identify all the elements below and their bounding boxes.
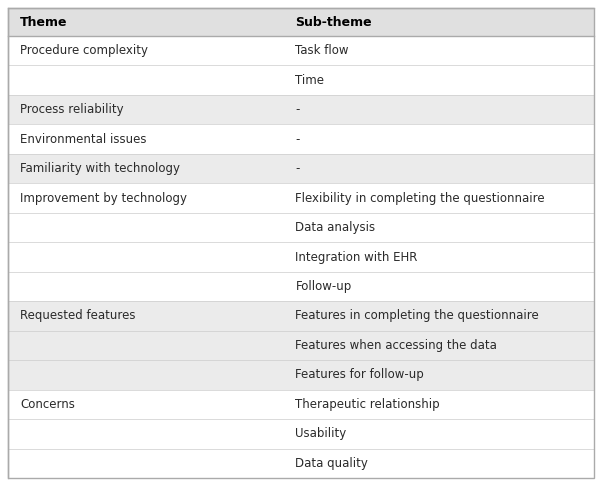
Text: Follow-up: Follow-up <box>296 280 352 293</box>
Bar <box>8 213 594 242</box>
Text: Features in completing the questionnaire: Features in completing the questionnaire <box>296 310 539 322</box>
Text: Environmental issues: Environmental issues <box>20 133 146 146</box>
Text: Process reliability: Process reliability <box>20 103 123 116</box>
Bar <box>8 272 594 301</box>
Bar <box>8 449 594 478</box>
Text: Features when accessing the data: Features when accessing the data <box>296 339 497 352</box>
Text: Data analysis: Data analysis <box>296 221 376 234</box>
Text: Therapeutic relationship: Therapeutic relationship <box>296 398 440 411</box>
Text: Flexibility in completing the questionnaire: Flexibility in completing the questionna… <box>296 191 545 205</box>
Text: -: - <box>296 133 300 146</box>
Text: Data quality: Data quality <box>296 457 368 470</box>
Bar <box>8 36 594 66</box>
Text: Familiarity with technology: Familiarity with technology <box>20 162 180 175</box>
Bar <box>8 419 594 449</box>
Text: -: - <box>296 103 300 116</box>
Text: Concerns: Concerns <box>20 398 75 411</box>
Text: Task flow: Task flow <box>296 44 349 57</box>
Bar <box>8 95 594 124</box>
Text: Integration with EHR: Integration with EHR <box>296 250 418 263</box>
Text: Requested features: Requested features <box>20 310 135 322</box>
Text: Usability: Usability <box>296 427 347 440</box>
Text: -: - <box>296 162 300 175</box>
Bar <box>8 242 594 272</box>
Bar <box>8 301 594 330</box>
Text: Features for follow-up: Features for follow-up <box>296 368 424 382</box>
Bar <box>8 360 594 390</box>
Text: Sub-theme: Sub-theme <box>296 16 372 29</box>
Text: Theme: Theme <box>20 16 67 29</box>
Text: Procedure complexity: Procedure complexity <box>20 44 148 57</box>
Bar <box>8 66 594 95</box>
Bar <box>8 8 594 36</box>
Bar <box>8 330 594 360</box>
Text: Improvement by technology: Improvement by technology <box>20 191 187 205</box>
Text: Time: Time <box>296 74 324 87</box>
Bar <box>8 124 594 154</box>
Bar <box>8 154 594 183</box>
Bar <box>8 183 594 213</box>
Bar <box>8 390 594 419</box>
